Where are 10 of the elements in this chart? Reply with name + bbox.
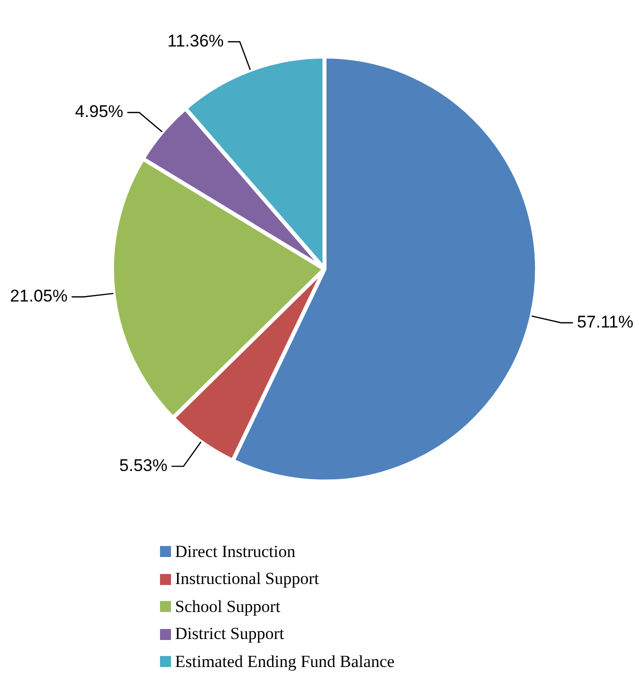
data-label: 57.11%: [576, 312, 634, 332]
data-label: 21.05%: [10, 286, 68, 306]
legend-label: Direct Instruction: [175, 542, 296, 562]
legend-label: School Support: [175, 596, 280, 617]
data-label: 11.36%: [167, 31, 224, 50]
legend-label: District Support: [175, 624, 284, 644]
legend-label: Instructional Support: [175, 569, 320, 590]
data-label: 5.53%: [119, 456, 168, 475]
legend-label: Estimated Ending Fund Balance: [175, 652, 395, 672]
data-label: 4.95%: [75, 102, 124, 122]
